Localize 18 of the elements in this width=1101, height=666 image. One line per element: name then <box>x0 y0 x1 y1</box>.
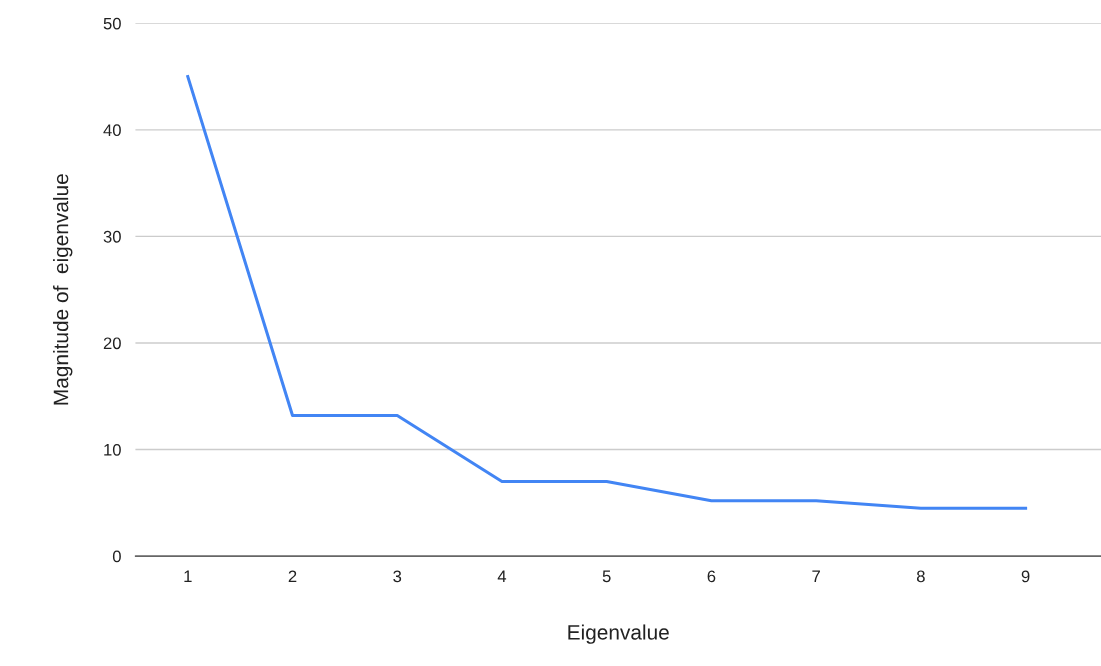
x-tick-label: 6 <box>707 570 716 583</box>
y-tick-label: 10 <box>104 443 121 456</box>
y-tick-label: 20 <box>103 337 121 350</box>
y-tick-label: 0 <box>112 550 121 563</box>
y-tick-label: 30 <box>103 230 121 243</box>
x-tick-label: 1 <box>184 570 192 583</box>
y-tick-label: 50 <box>103 17 121 30</box>
x-tick-label: 9 <box>1021 570 1030 583</box>
x-tick-label: 4 <box>497 570 507 583</box>
x-tick-label: 5 <box>602 570 611 583</box>
line-series <box>186 75 1028 510</box>
x-tick-label: 8 <box>916 570 925 583</box>
x-axis-title: Eigenvalue <box>568 624 669 644</box>
y-axis-title: Magnitude of eigenvalue <box>53 174 73 405</box>
y-tick-label: 40 <box>103 124 121 137</box>
x-tick-label: 7 <box>812 570 820 583</box>
x-tick-label: 3 <box>393 570 402 583</box>
x-tick-label: 2 <box>288 570 297 583</box>
